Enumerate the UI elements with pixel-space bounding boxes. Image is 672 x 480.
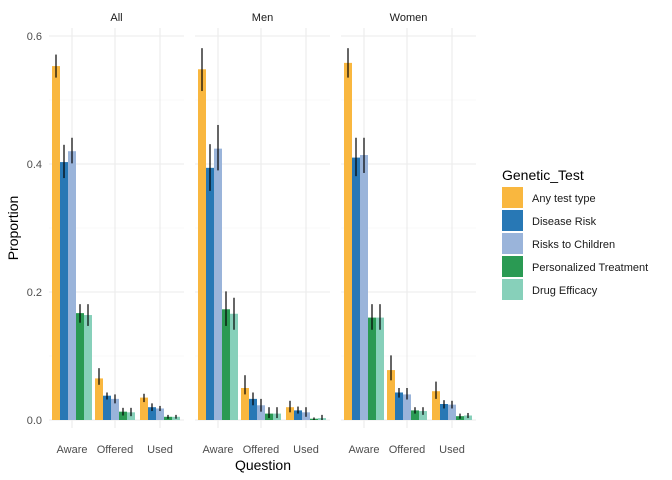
bar (84, 315, 92, 420)
bar (352, 157, 360, 420)
facet-strip-label: All (110, 12, 122, 24)
y-tick-label: 0.2 (27, 287, 42, 299)
bar (249, 398, 257, 420)
facet-panel-women: Women Aware Offered Used (341, 12, 476, 456)
bar (206, 167, 214, 420)
bar (95, 378, 103, 420)
facet-strip-label: Men (252, 12, 273, 24)
legend-title: Genetic_Test (502, 167, 584, 183)
y-axis-title: Proportion (5, 196, 21, 261)
bar (403, 394, 411, 420)
x-tick-label: Offered (243, 444, 280, 456)
bar (68, 151, 76, 420)
x-tick-label: Aware (349, 444, 380, 456)
bar (148, 407, 156, 420)
x-tick-label: Offered (97, 444, 134, 456)
facet-panel-men: Men Aware Offered Used (195, 12, 330, 456)
legend-items: Any test type Disease Risk Risks to Childr… (502, 187, 648, 300)
x-tick-label: Used (147, 444, 173, 456)
legend-label: Disease Risk (532, 216, 597, 228)
x-tick-label: Aware (203, 444, 234, 456)
bar (440, 404, 448, 420)
bar (222, 309, 230, 420)
legend-label: Drug Efficacy (532, 285, 598, 297)
legend-label: Risks to Children (532, 239, 615, 251)
bar (376, 317, 384, 420)
bar (103, 395, 111, 420)
bar (60, 162, 68, 420)
y-axis-ticks: 0.0 0.2 0.4 0.6 (27, 31, 42, 427)
bar (360, 155, 368, 421)
bar (411, 410, 419, 420)
bar (344, 62, 352, 420)
legend-item: Drug Efficacy (502, 279, 598, 300)
bar (111, 398, 119, 420)
bar (156, 408, 164, 420)
legend-swatch (502, 279, 523, 300)
legend-label: Any test type (532, 193, 596, 205)
legend-swatch (502, 210, 523, 231)
facet-strip-label: Women (390, 12, 428, 24)
y-tick-label: 0.4 (27, 159, 42, 171)
bar (395, 392, 403, 420)
bar (140, 397, 148, 420)
facet-panel-all: All Aware Offered Used (49, 12, 184, 456)
legend: Genetic_Test Any test type Disease Risk Ri… (502, 167, 648, 300)
legend-swatch (502, 187, 523, 208)
legend-item: Disease Risk (502, 210, 597, 231)
x-tick-label: Used (293, 444, 319, 456)
y-tick-label: 0.6 (27, 31, 42, 43)
bar (214, 148, 222, 420)
bar (387, 370, 395, 420)
bar (198, 69, 206, 420)
bar (286, 407, 294, 420)
bar (419, 411, 427, 420)
bar (119, 411, 127, 420)
bar (52, 66, 60, 420)
bar (294, 410, 302, 420)
x-tick-label: Aware (57, 444, 88, 456)
legend-swatch (502, 256, 523, 277)
bar (230, 313, 238, 420)
x-axis-title: Question (235, 457, 291, 473)
bar (241, 388, 249, 420)
x-tick-label: Used (439, 444, 465, 456)
bar (368, 317, 376, 420)
x-tick-label: Offered (389, 444, 426, 456)
legend-swatch (502, 233, 523, 254)
y-tick-label: 0.0 (27, 415, 42, 427)
legend-item: Personalized Treatment (502, 256, 648, 277)
legend-item: Risks to Children (502, 233, 615, 254)
bar (448, 404, 456, 420)
legend-item: Any test type (502, 187, 596, 208)
legend-label: Personalized Treatment (532, 262, 648, 274)
bar (76, 313, 84, 420)
bar (432, 391, 440, 420)
bar (257, 405, 265, 420)
